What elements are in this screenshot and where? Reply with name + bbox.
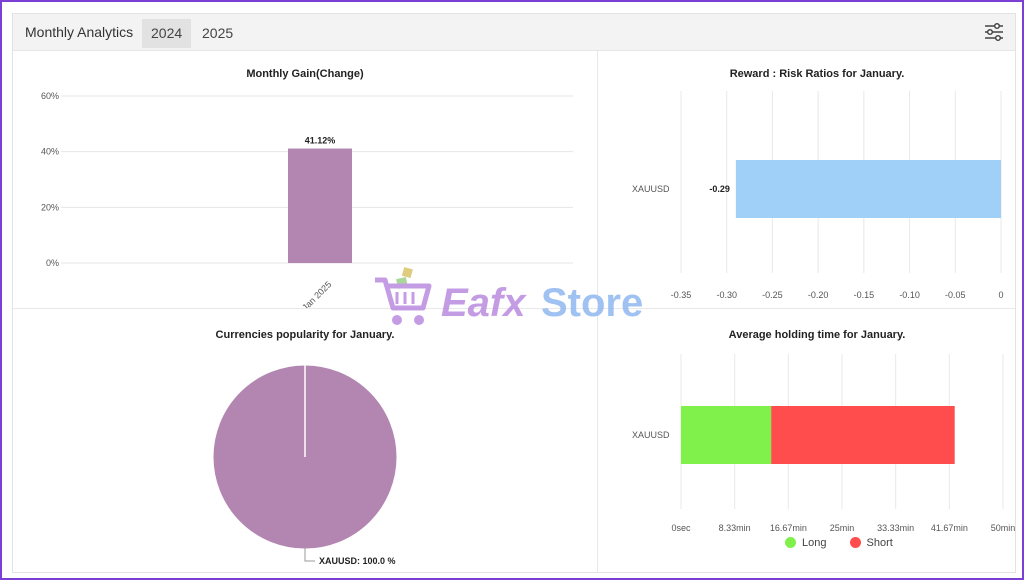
legend-label-short: Short: [866, 537, 893, 549]
x-tick-label: 8.33min: [719, 523, 751, 533]
chart-title: Reward : Risk Ratios for January.: [730, 68, 905, 80]
holding-time-legend: Long Short: [785, 537, 913, 549]
x-tick-label: -0.20: [808, 290, 829, 300]
x-tick-label: 41.67min: [931, 523, 968, 533]
x-tick-label: 0: [998, 290, 1003, 300]
x-tick-label: Jan 2025: [300, 279, 333, 308]
x-tick-label: -0.25: [762, 290, 783, 300]
pie-label-leader: [304, 547, 315, 562]
legend-item-long[interactable]: Long: [785, 537, 826, 549]
bar-long: [681, 406, 772, 464]
y-tick-label: 60%: [41, 91, 59, 101]
chart-title: Monthly Gain(Change): [246, 68, 364, 80]
monthly-gain-chart: Monthly Gain(Change) 0% 20% 40% 60% 41.12% Jan…: [41, 68, 573, 308]
holding-time-chart: Average holding time for January. 0sec 8.3…: [632, 329, 1015, 533]
chart-title: Currencies popularity for January.: [216, 329, 395, 341]
reward-risk-chart: Reward : Risk Ratios for January. -0.35 -0…: [632, 68, 1004, 300]
x-tick-label: -0.15: [854, 290, 875, 300]
x-tick-label: 33.33min: [877, 523, 914, 533]
watermark-text-store: Store: [541, 281, 643, 325]
x-tick-label: 0sec: [671, 523, 691, 533]
tab-2025[interactable]: 2025: [202, 25, 234, 41]
panel-divider-horizontal: [13, 308, 1015, 309]
y-tick-label: 40%: [41, 147, 59, 157]
y-tick-label: 20%: [41, 202, 59, 212]
legend-item-short[interactable]: Short: [849, 537, 893, 549]
sliders-icon[interactable]: [983, 22, 1005, 42]
x-tick-label: -0.05: [945, 290, 966, 300]
data-label: -0.29: [709, 184, 730, 194]
watermark-text-eafx: Eafx: [441, 281, 527, 325]
x-tick-label: -0.35: [671, 290, 692, 300]
monthly-gain-panel: Monthly Gain(Change) 0% 20% 40% 60% 41.12% Jan…: [13, 51, 597, 308]
panel-divider-vertical: [597, 51, 598, 573]
holding-time-panel: Average holding time for January. 0sec 8.3…: [598, 309, 1015, 573]
currencies-pie-chart: Currencies popularity for January. XAUUSD…: [212, 329, 398, 566]
reward-risk-panel: Reward : Risk Ratios for January. -0.35 -0…: [598, 51, 1015, 308]
cart-icon: [375, 267, 432, 325]
x-tick-label: 16.67min: [770, 523, 807, 533]
page-title: Monthly Analytics: [25, 24, 134, 40]
tab-bar: Monthly Analytics 2024 2025: [13, 14, 1015, 51]
x-tick-label: 25min: [830, 523, 855, 533]
chart-title: Average holding time for January.: [729, 329, 906, 341]
tab-2024[interactable]: 2024: [142, 19, 192, 48]
legend-dot-long: [785, 537, 796, 548]
bar-short: [771, 406, 955, 464]
pie-data-label: XAUUSD: 100.0 %: [319, 556, 396, 566]
bar: [288, 148, 352, 263]
y-tick-label: XAUUSD: [632, 184, 670, 194]
legend-dot-short: [849, 537, 861, 548]
eafx-store-watermark: Eafx Store: [371, 266, 671, 336]
y-tick-label: XAUUSD: [632, 430, 670, 440]
data-label: 41.12%: [305, 136, 336, 146]
analytics-card: Monthly Analytics 2024 2025 Monthly Gain…: [12, 13, 1016, 573]
currencies-panel: Currencies popularity for January. XAUUSD…: [13, 309, 597, 573]
x-tick-label: -0.10: [899, 290, 920, 300]
y-tick-label: 0%: [46, 258, 59, 268]
legend-label-long: Long: [802, 537, 827, 549]
x-tick-label: 50min: [991, 523, 1015, 533]
x-tick-label: -0.30: [716, 290, 737, 300]
bar: [735, 160, 1001, 218]
